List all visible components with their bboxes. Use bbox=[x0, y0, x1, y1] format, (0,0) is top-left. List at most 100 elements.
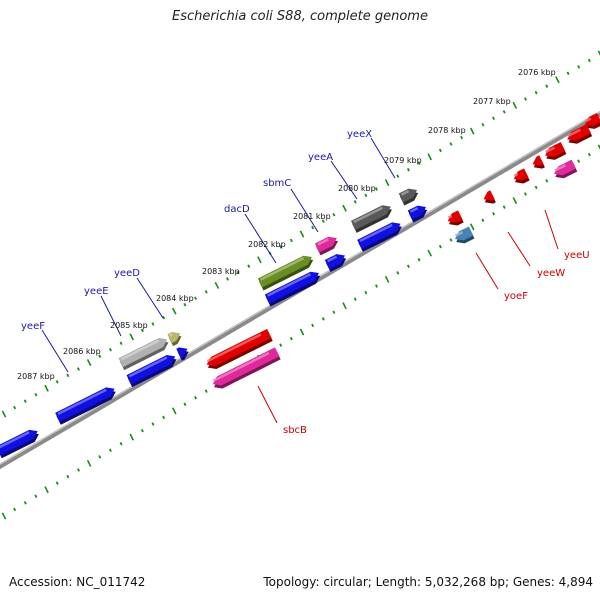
outer-ruler-tick bbox=[13, 405, 17, 410]
gene-label-yeeF: yeeF bbox=[21, 321, 45, 332]
outer-ruler-tick bbox=[524, 97, 527, 101]
feature-dacD bbox=[257, 255, 314, 291]
leader-yeeW bbox=[507, 231, 531, 267]
inner-ruler-tick bbox=[597, 144, 600, 150]
inner-ruler-tick bbox=[129, 433, 135, 441]
outer-ruler-tick bbox=[384, 179, 390, 187]
leader-yoeF bbox=[475, 252, 499, 290]
inner-ruler-tick bbox=[55, 481, 59, 485]
gene-label-yeeW: yeeW bbox=[537, 268, 565, 279]
outer-ruler-tick bbox=[406, 167, 410, 172]
outer-ruler-tick bbox=[140, 328, 144, 333]
feature-orf-a bbox=[407, 205, 428, 223]
inner-ruler-tick bbox=[321, 317, 325, 321]
kbp-label: 2084 kbp bbox=[156, 294, 194, 303]
kbp-label: 2078 kbp bbox=[428, 126, 466, 135]
accession-text: Accession: NC_011742 bbox=[9, 575, 146, 589]
gene-label-yeeX: yeeX bbox=[347, 129, 372, 140]
outer-ruler-tick bbox=[1, 410, 7, 418]
inner-ruler-tick bbox=[183, 402, 187, 407]
inner-ruler-tick bbox=[311, 323, 315, 328]
kbp-label: 2086 kbp bbox=[63, 347, 101, 356]
outer-ruler-tick bbox=[204, 290, 208, 294]
inner-ruler-tick bbox=[162, 415, 166, 420]
feature-sbcB bbox=[212, 347, 281, 389]
outer-ruler-tick bbox=[597, 50, 600, 56]
inner-ruler-tick bbox=[66, 474, 70, 479]
inner-ruler-tick bbox=[98, 455, 102, 459]
feature-yeeU bbox=[554, 159, 578, 179]
feature-orf-e bbox=[176, 347, 189, 361]
outer-ruler-tick bbox=[257, 256, 262, 264]
leader-yeeF bbox=[41, 329, 69, 373]
gene-label-yeeA: yeeA bbox=[308, 152, 333, 163]
inner-ruler-tick bbox=[13, 507, 17, 512]
leader-yeeA bbox=[330, 160, 358, 200]
outer-ruler-tick bbox=[299, 230, 305, 238]
outer-ruler-tick bbox=[438, 148, 442, 153]
genome-summary-text: Topology: circular; Length: 5,032,268 bp… bbox=[263, 575, 593, 589]
kbp-label: 2077 kbp bbox=[473, 97, 511, 106]
kbp-label: 2076 kbp bbox=[518, 68, 556, 77]
inner-ruler-tick bbox=[44, 486, 49, 494]
outer-ruler-tick bbox=[77, 367, 80, 371]
outer-ruler-tick bbox=[171, 307, 177, 315]
inner-ruler-tick bbox=[1, 512, 7, 520]
inner-ruler-tick bbox=[417, 257, 421, 262]
leader-dacD bbox=[244, 213, 277, 264]
inner-ruler-tick bbox=[86, 459, 92, 467]
inner-ruler-tick bbox=[194, 395, 198, 400]
leader-sbcB bbox=[257, 385, 278, 424]
outer-ruler-tick bbox=[427, 153, 433, 161]
inner-ruler-tick bbox=[375, 284, 378, 288]
outer-ruler-tick bbox=[502, 110, 506, 114]
outer-ruler-tick bbox=[108, 347, 112, 352]
gene-label-sbcB: sbcB bbox=[283, 425, 307, 436]
outer-ruler-tick bbox=[214, 281, 220, 289]
leader-sbmC bbox=[290, 188, 319, 233]
inner-ruler-tick bbox=[469, 223, 475, 231]
outer-ruler-tick bbox=[162, 315, 166, 320]
inner-ruler-tick bbox=[524, 192, 527, 196]
outer-ruler-tick bbox=[226, 277, 229, 281]
leader-yeeU bbox=[544, 209, 559, 250]
feature-yoeF bbox=[454, 226, 475, 244]
inner-ruler-tick bbox=[427, 249, 433, 257]
inner-ruler-tick bbox=[502, 205, 506, 209]
kbp-labels: 2076 kbp 2077 kbp 2078 kbp 2079 kbp 2080 kbp… bbox=[17, 68, 556, 381]
outer-ruler-tick bbox=[321, 219, 325, 223]
outer-ruler-tick bbox=[396, 174, 400, 178]
outer-ruler-tick bbox=[417, 161, 421, 166]
inner-ruler-tick bbox=[151, 422, 155, 426]
kbp-label: 2079 kbp bbox=[384, 156, 422, 165]
inner-ruler-tick bbox=[34, 494, 38, 499]
leader-yeeX bbox=[370, 137, 396, 179]
outer-ruler-tick bbox=[577, 65, 581, 69]
inner-ruler-tick bbox=[587, 152, 591, 157]
outer-ruler-tick bbox=[279, 245, 283, 249]
outer-ruler-tick bbox=[512, 101, 518, 109]
kbp-label: 2087 kbp bbox=[17, 372, 55, 381]
inner-ruler-tick bbox=[545, 179, 549, 183]
feature-orf-i bbox=[567, 124, 593, 144]
inner-ruler-tick bbox=[171, 407, 177, 415]
outer-ruler-tick bbox=[311, 225, 315, 230]
feature-orf-c bbox=[324, 254, 347, 272]
feature-orf-n bbox=[206, 328, 273, 369]
feature-yeeW bbox=[483, 190, 496, 204]
inner-ruler-tick bbox=[384, 275, 390, 283]
gene-label-yeeE: yeeE bbox=[84, 286, 109, 297]
inner-ruler-tick bbox=[108, 448, 112, 453]
map-title: Escherichia coli S88, complete genome bbox=[172, 9, 428, 24]
feature-yeeF bbox=[55, 387, 116, 425]
gene-label-yeeU: yeeU bbox=[564, 250, 590, 261]
kbp-label: 2083 kbp bbox=[202, 267, 240, 276]
feature-yeeX bbox=[398, 188, 419, 206]
feature-yeeE bbox=[118, 338, 169, 371]
gene-label-dacD: dacD bbox=[224, 204, 250, 215]
outer-ruler-tick bbox=[364, 193, 368, 198]
outer-ruler-tick bbox=[555, 76, 560, 84]
inner-ruler-tick bbox=[279, 343, 283, 347]
inner-ruler-tick bbox=[77, 468, 80, 472]
